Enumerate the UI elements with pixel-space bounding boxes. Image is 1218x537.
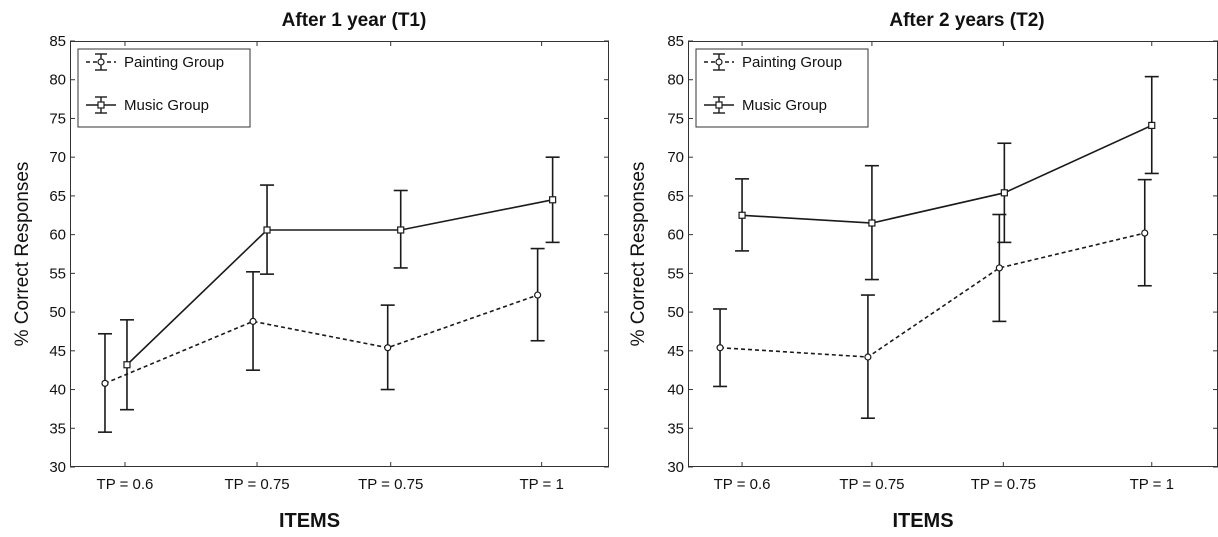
y-axis-label: % Correct Responses <box>12 162 33 347</box>
chart-title: After 1 year (T1) <box>282 10 427 31</box>
data-point-marker <box>1141 229 1149 237</box>
y-tick-label: 50 <box>667 304 684 321</box>
y-tick-label: 35 <box>667 420 684 437</box>
data-point-marker <box>716 344 724 352</box>
series-music-group <box>735 75 1159 281</box>
data-point-marker <box>123 361 131 369</box>
x-axis-label: ITEMS <box>279 510 340 532</box>
y-tick-label: 50 <box>49 304 66 321</box>
series-music-group <box>119 156 560 411</box>
x-tick-label: TP = 0.75 <box>839 476 904 493</box>
data-point-marker <box>263 226 271 234</box>
y-tick-label: 80 <box>49 72 66 89</box>
data-point-marker <box>738 211 746 219</box>
y-tick-label: 80 <box>667 72 684 89</box>
data-point-marker <box>549 196 557 204</box>
data-point-marker <box>1148 121 1156 130</box>
y-tick-label: 70 <box>49 149 66 166</box>
data-point-marker <box>868 219 876 227</box>
legend: Painting Group Music Group <box>77 48 251 128</box>
y-tick-label: 75 <box>667 110 684 127</box>
x-tick-label: TP = 0.6 <box>97 476 154 493</box>
y-tick-label: 40 <box>49 382 66 399</box>
data-point-marker <box>1000 189 1008 197</box>
x-tick-label: TP = 0.75 <box>971 476 1036 493</box>
y-tick-label: 65 <box>49 188 66 205</box>
y-tick-label: 30 <box>667 459 684 476</box>
x-tick-label: TP = 0.6 <box>714 476 771 493</box>
series-line <box>104 294 538 385</box>
series-line <box>742 124 1153 224</box>
data-point-marker <box>101 379 109 387</box>
legend-marker-circle <box>715 58 723 66</box>
x-tick-label: TP = 1 <box>1130 476 1174 493</box>
legend-box <box>695 48 869 128</box>
legend-marker-circle <box>97 58 105 66</box>
x-tick-label: TP = 1 <box>519 476 563 493</box>
legend-box <box>77 48 251 128</box>
x-tick-label: TP = 0.75 <box>224 476 289 493</box>
y-tick-label: 35 <box>49 420 66 437</box>
chart-title: After 2 years (T2) <box>889 10 1044 31</box>
chart-panel-2: After 2 years (T2) % Correct Responses ITE… <box>628 10 1218 532</box>
legend-label: Painting Group <box>124 54 224 71</box>
legend-label: Painting Group <box>742 54 842 71</box>
y-tick-label: 60 <box>667 227 684 244</box>
y-tick-label: 55 <box>667 265 684 282</box>
y-tick-label: 40 <box>667 382 684 399</box>
data-point-marker <box>384 344 392 352</box>
data-point-marker <box>995 264 1003 272</box>
x-axis-label: ITEMS <box>892 510 953 532</box>
y-tick-label: 65 <box>667 188 684 205</box>
series-painting-group <box>713 178 1152 420</box>
data-point-marker <box>249 317 257 325</box>
legend-label: Music Group <box>742 97 827 114</box>
series-painting-group <box>97 247 545 433</box>
data-point-marker <box>864 353 872 361</box>
chart-panel-1: After 1 year (T1) % Correct Responses ITEM… <box>12 10 609 532</box>
y-tick-label: 60 <box>49 227 66 244</box>
data-point-marker <box>534 291 542 299</box>
legend-marker-square <box>97 101 105 109</box>
y-tick-label: 75 <box>49 110 66 127</box>
y-tick-label: 70 <box>667 149 684 166</box>
x-tick-label: TP = 0.75 <box>358 476 423 493</box>
y-tick-label: 85 <box>49 33 66 50</box>
y-tick-label: 45 <box>667 343 684 360</box>
y-tick-label: 45 <box>49 343 66 360</box>
series-line <box>126 198 553 366</box>
series-line <box>720 232 1145 358</box>
y-tick-label: 55 <box>49 265 66 282</box>
legend-label: Music Group <box>124 97 209 114</box>
legend: Painting Group Music Group <box>695 48 869 128</box>
y-tick-label: 85 <box>667 33 684 50</box>
y-axis-label: % Correct Responses <box>628 162 649 347</box>
data-point-marker <box>397 226 405 234</box>
legend-marker-square <box>715 101 723 109</box>
y-tick-label: 30 <box>49 459 66 476</box>
